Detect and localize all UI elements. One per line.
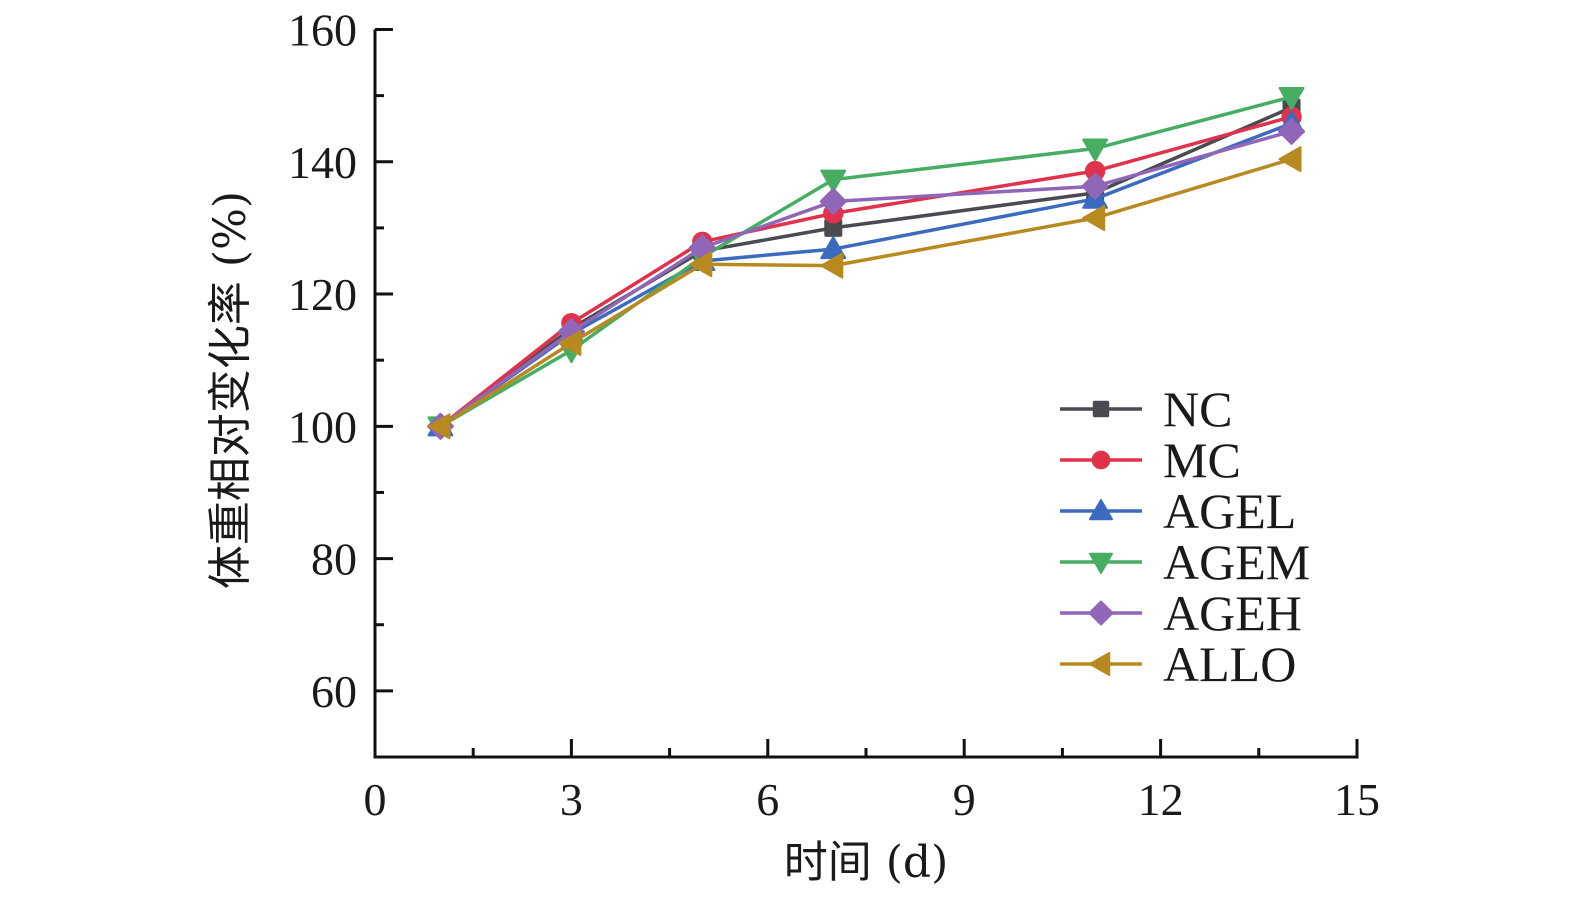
x-axis-title: 时间 (d) bbox=[784, 837, 948, 888]
x-tick-label: 6 bbox=[756, 774, 779, 825]
data-point-allo bbox=[1278, 146, 1302, 173]
data-point-allo bbox=[820, 252, 844, 279]
data-point-agem bbox=[820, 169, 847, 193]
legend-item-allo: ALLO bbox=[1060, 636, 1296, 692]
y-axis-title: 体重相对变化率 (%) bbox=[205, 191, 256, 589]
series-allo bbox=[427, 146, 1302, 440]
data-point-nc bbox=[824, 218, 843, 237]
data-point-ageh bbox=[1277, 117, 1306, 145]
data-point-mc bbox=[1084, 160, 1106, 182]
legend-item-agel: AGEL bbox=[1060, 483, 1296, 539]
data-point-ageh bbox=[1081, 172, 1109, 200]
legend-marker-agem bbox=[1089, 552, 1113, 574]
y-tick-label: 100 bbox=[288, 401, 357, 452]
legend-item-mc: MC bbox=[1060, 432, 1241, 488]
y-tick-label: 160 bbox=[288, 5, 357, 56]
x-tick-label: 9 bbox=[953, 774, 976, 825]
legend-marker-ageh bbox=[1088, 600, 1114, 626]
series-layer bbox=[426, 86, 1306, 440]
data-point-allo bbox=[427, 413, 451, 440]
data-point-ageh bbox=[819, 187, 847, 216]
series-line-allo bbox=[439, 157, 1293, 428]
data-point-agem bbox=[1082, 138, 1109, 162]
x-tick-label: 12 bbox=[1138, 774, 1184, 825]
y-tick-label: 120 bbox=[288, 269, 357, 320]
legend-label-ageh: AGEH bbox=[1163, 585, 1302, 641]
legend-label-allo: ALLO bbox=[1163, 636, 1296, 692]
data-point-allo bbox=[689, 251, 713, 278]
legend-marker-allo bbox=[1089, 652, 1111, 676]
legend-item-agem: AGEM bbox=[1060, 534, 1310, 590]
legend-label-agel: AGEL bbox=[1163, 483, 1296, 539]
x-tick-label: 0 bbox=[364, 774, 387, 825]
y-tick-label: 80 bbox=[311, 534, 357, 585]
data-point-allo bbox=[1082, 204, 1106, 231]
series-line-nc bbox=[439, 105, 1293, 428]
legend-item-ageh: AGEH bbox=[1060, 585, 1302, 641]
series-line-ageh bbox=[439, 129, 1293, 428]
axes: 60 80 100 120 140 160 0 3 6 9 12 15 bbox=[288, 5, 1380, 826]
data-point-agem bbox=[1278, 86, 1305, 110]
legend-marker-agel bbox=[1089, 499, 1113, 521]
legend-marker-mc bbox=[1091, 450, 1111, 470]
y-tick-label: 60 bbox=[311, 666, 357, 717]
series-line-agem bbox=[439, 95, 1292, 428]
y-tick-label: 140 bbox=[288, 137, 357, 188]
legend-marker-nc bbox=[1092, 400, 1110, 418]
data-point-allo bbox=[558, 329, 582, 356]
legend-label-agem: AGEM bbox=[1163, 534, 1310, 590]
x-tick-label: 3 bbox=[560, 774, 583, 825]
legend-label-mc: MC bbox=[1163, 432, 1241, 488]
series-line-mc bbox=[439, 115, 1292, 428]
x-tick-label: 15 bbox=[1334, 774, 1380, 825]
legend-label-nc: NC bbox=[1163, 381, 1232, 437]
legend-item-nc: NC bbox=[1060, 381, 1232, 437]
